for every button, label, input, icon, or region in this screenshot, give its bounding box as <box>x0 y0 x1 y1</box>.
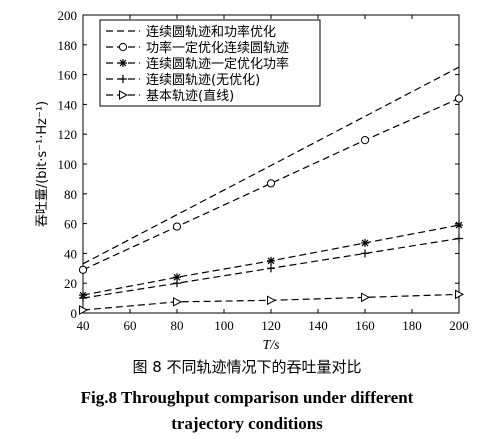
throughput-chart: 40 60 80 100 120 140 160 180 200 0 20 40 60 80 100 120 1… <box>35 8 469 350</box>
x-tick-label: 80 <box>171 318 184 333</box>
series-line-2 <box>82 97 460 271</box>
data-point-s4 <box>361 249 369 258</box>
y-tick-label: 60 <box>64 217 77 232</box>
y-tick-label: 80 <box>64 187 77 202</box>
y-tick-label: 140 <box>58 97 78 112</box>
data-point-s4 <box>455 234 463 243</box>
data-point-s5 <box>267 295 277 306</box>
figure-caption-cn: 图 8 不同轨迹情况下的吞吐量对比 <box>132 358 362 376</box>
x-tick-label: 180 <box>402 318 422 333</box>
data-point-s4 <box>79 294 87 303</box>
legend-marker-2 <box>118 42 128 52</box>
data-point-s3 <box>267 256 275 265</box>
data-point-s2 <box>454 94 464 103</box>
x-tick-label: 60 <box>124 318 137 333</box>
x-tick-label: 200 <box>449 318 469 333</box>
x-tick-label: 100 <box>214 318 234 333</box>
series-line-1 <box>82 66 460 265</box>
y-tick-label: 180 <box>58 38 78 53</box>
data-point-s5 <box>455 289 465 300</box>
x-tick-label: 120 <box>261 318 281 333</box>
legend-label-3: 连续圆轨迹一定优化功率 <box>146 56 289 72</box>
data-point-s4 <box>173 279 181 288</box>
x-tick-label: 40 <box>77 318 90 333</box>
data-point-s5 <box>173 296 183 307</box>
y-tick-label: 120 <box>58 127 78 142</box>
y-tick-label: 100 <box>58 157 78 172</box>
x-axis-label: T/s <box>262 338 280 350</box>
data-point-s2 <box>360 136 370 145</box>
figure-caption-en-line2: trajectory conditions <box>171 414 323 433</box>
y-tick-label: 0 <box>71 306 78 321</box>
figure-caption-en-line1: Fig.8 Throughput comparison under differ… <box>80 388 414 407</box>
x-tick-label: 140 <box>308 318 328 333</box>
y-axis-label: 吞吐量/(bit·s⁻¹·Hz⁻¹) <box>35 101 50 227</box>
y-tick-label: 200 <box>58 8 78 23</box>
y-tick-label: 20 <box>64 276 77 291</box>
legend-label-1: 连续圆轨迹和功率优化 <box>146 24 276 40</box>
legend-box <box>99 19 321 107</box>
legend-label-4: 连续圆轨迹(无优化) <box>146 72 260 88</box>
legend-label-5: 基本轨迹(直线) <box>146 89 234 104</box>
data-point-s4 <box>267 264 275 273</box>
data-point-s2 <box>172 222 182 231</box>
data-point-s3 <box>361 238 369 247</box>
y-tick-label: 160 <box>58 68 78 83</box>
legend-marker-4 <box>119 75 127 83</box>
data-point-s3 <box>455 221 463 230</box>
x-tick-label: 160 <box>355 318 375 333</box>
data-point-s2 <box>78 265 88 274</box>
legend-label-2: 功率一定优化连续圆轨迹 <box>146 40 289 56</box>
legend-marker-3 <box>119 59 127 67</box>
data-point-s2 <box>266 179 276 188</box>
legend-marker-5 <box>119 90 129 100</box>
y-tick-label: 40 <box>64 246 77 261</box>
data-point-s5 <box>79 305 89 315</box>
data-point-s5 <box>361 292 371 303</box>
